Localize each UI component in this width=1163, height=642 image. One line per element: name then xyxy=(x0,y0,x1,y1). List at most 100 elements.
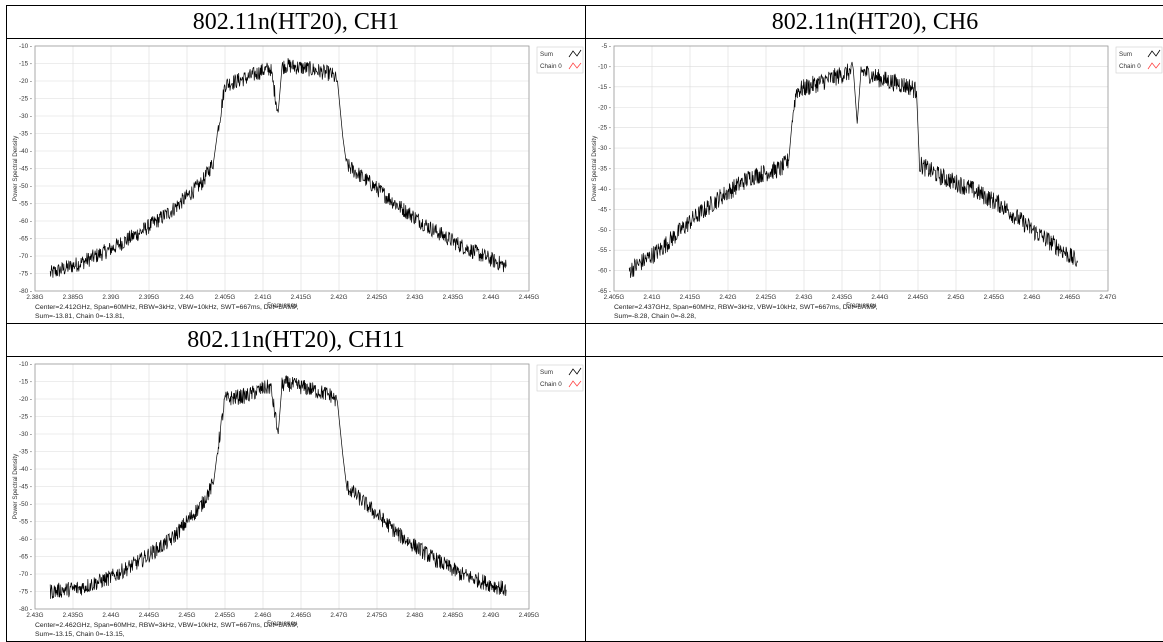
report-table: 802.11n(HT20), CH1 802.11n(HT20), CH6 Ce… xyxy=(6,5,1163,642)
x-tick-label: 2.445G xyxy=(908,294,929,301)
y-tick-label: -80 - xyxy=(19,606,32,613)
x-tick-label: 2.39G xyxy=(102,294,119,301)
x-tick-label: 2.435G xyxy=(443,294,464,301)
x-tick-label: 2.495G xyxy=(519,612,540,619)
x-tick-label: 2.42G xyxy=(719,294,736,301)
y-tick-label: -50 - xyxy=(598,227,611,234)
plot-cell-ch6: Center=2.437GHz, Span=60MHz, RBW=3kHz, V… xyxy=(585,38,1163,324)
x-axis-label: Frequency xyxy=(267,620,298,627)
x-tick-label: 2.49G xyxy=(482,612,499,619)
x-axis-label: Frequency xyxy=(267,302,298,309)
panel-title-ch11: 802.11n(HT20), CH11 xyxy=(6,323,586,357)
series-sum-line xyxy=(628,61,1078,278)
y-tick-label: -20 - xyxy=(19,396,32,403)
x-tick-label: 2.44G xyxy=(102,612,119,619)
y-tick-label: -25 - xyxy=(19,96,32,103)
plot-cell-ch1: Center=2.412GHz, Span=60MHz, RBW=3kHz, V… xyxy=(6,38,586,324)
series-sum-line xyxy=(49,58,507,278)
plot-frame xyxy=(34,45,530,292)
panel-title-ch6: 802.11n(HT20), CH6 xyxy=(585,5,1163,39)
x-tick-label: 2.47G xyxy=(1099,294,1116,301)
x-tick-label: 2.38G xyxy=(26,294,43,301)
y-tick-label: -60 - xyxy=(19,218,32,225)
y-tick-label: -25 - xyxy=(19,414,32,421)
y-tick-label: -45 - xyxy=(19,484,32,491)
x-tick-label: 2.435G xyxy=(832,294,853,301)
chart-info-line2: Sum=-13.81, Chain 0=-13.81, xyxy=(35,313,125,320)
y-axis-label: Power Spectral Density xyxy=(12,453,19,519)
x-tick-label: 2.48G xyxy=(406,612,423,619)
legend-sum-label: Sum xyxy=(540,51,553,58)
y-tick-label: -65 - xyxy=(19,236,32,243)
y-tick-label: -30 - xyxy=(19,431,32,438)
y-tick-label: -35 - xyxy=(19,449,32,456)
legend-chain0-swatch xyxy=(1147,62,1161,70)
x-tick-label: 2.395G xyxy=(139,294,160,301)
legend-chain0-swatch xyxy=(568,62,582,70)
empty-title-cell xyxy=(585,323,1163,357)
x-tick-label: 2.405G xyxy=(604,294,625,301)
y-tick-label: -40 - xyxy=(19,466,32,473)
y-tick-label: -5 - xyxy=(602,43,611,50)
y-tick-label: -35 - xyxy=(19,131,32,138)
chart-info-line1: Center=2.462GHz, Span=60MHz, RBW=3kHz, V… xyxy=(35,622,299,629)
legend-box xyxy=(536,46,584,74)
x-tick-label: 2.455G xyxy=(215,612,236,619)
chart-info-line2: Sum=-13.15, Chain 0=-13.15, xyxy=(35,631,125,638)
psd-chart-ch1: Center=2.412GHz, Span=60MHz, RBW=3kHz, V… xyxy=(12,43,584,320)
y-tick-label: -40 - xyxy=(598,186,611,193)
chart-info-line1: Center=2.437GHz, Span=60MHz, RBW=3kHz, V… xyxy=(614,304,878,311)
x-tick-label: 2.43G xyxy=(795,294,812,301)
x-tick-label: 2.465G xyxy=(1060,294,1081,301)
y-tick-label: -70 - xyxy=(19,253,32,260)
x-tick-label: 2.475G xyxy=(367,612,388,619)
plot-cell-ch11: Center=2.462GHz, Span=60MHz, RBW=3kHz, V… xyxy=(6,356,586,642)
empty-plot-cell xyxy=(585,356,1163,642)
x-tick-label: 2.385G xyxy=(63,294,84,301)
y-tick-label: -15 - xyxy=(19,61,32,68)
x-tick-label: 2.45G xyxy=(947,294,964,301)
x-tick-label: 2.435G xyxy=(63,612,84,619)
y-tick-label: -20 - xyxy=(598,104,611,111)
y-tick-label: -35 - xyxy=(598,166,611,173)
x-tick-label: 2.425G xyxy=(756,294,777,301)
panel-title-ch1: 802.11n(HT20), CH1 xyxy=(6,5,586,39)
y-tick-label: -30 - xyxy=(598,145,611,152)
y-tick-label: -50 - xyxy=(19,183,32,190)
legend-box xyxy=(536,364,584,392)
y-tick-label: -65 - xyxy=(19,554,32,561)
legend-chain0-label: Chain 0 xyxy=(1119,63,1141,70)
x-tick-label: 2.485G xyxy=(443,612,464,619)
legend-chain0-label: Chain 0 xyxy=(540,63,562,70)
x-tick-label: 2.41G xyxy=(643,294,660,301)
x-tick-label: 2.45G xyxy=(178,612,195,619)
y-tick-label: -10 - xyxy=(19,43,32,50)
y-tick-label: -10 - xyxy=(19,361,32,368)
y-tick-label: -40 - xyxy=(19,148,32,155)
y-tick-label: -65 - xyxy=(598,288,611,295)
y-tick-label: -70 - xyxy=(19,571,32,578)
chart-info-line1: Center=2.412GHz, Span=60MHz, RBW=3kHz, V… xyxy=(35,304,299,311)
psd-chart-ch6: Center=2.437GHz, Span=60MHz, RBW=3kHz, V… xyxy=(591,43,1163,320)
series-sum-line xyxy=(49,375,507,599)
plot-frame xyxy=(34,363,530,610)
x-tick-label: 2.44G xyxy=(482,294,499,301)
x-tick-label: 2.4G xyxy=(180,294,194,301)
x-tick-label: 2.445G xyxy=(139,612,160,619)
x-tick-label: 2.455G xyxy=(984,294,1005,301)
x-axis-label: Frequency xyxy=(846,302,877,309)
legend-chain0-label: Chain 0 xyxy=(540,381,562,388)
y-tick-label: -45 - xyxy=(19,166,32,173)
y-tick-label: -55 - xyxy=(598,247,611,254)
x-tick-label: 2.43G xyxy=(406,294,423,301)
y-axis-label: Power Spectral Density xyxy=(591,135,598,201)
x-tick-label: 2.42G xyxy=(330,294,347,301)
y-tick-label: -10 - xyxy=(598,63,611,70)
plot-frame xyxy=(613,45,1109,292)
y-tick-label: -15 - xyxy=(598,84,611,91)
x-tick-label: 2.445G xyxy=(519,294,540,301)
x-tick-label: 2.41G xyxy=(254,294,271,301)
psd-chart-ch11: Center=2.462GHz, Span=60MHz, RBW=3kHz, V… xyxy=(12,361,584,638)
y-axis-label: Power Spectral Density xyxy=(12,135,19,201)
x-tick-label: 2.44G xyxy=(871,294,888,301)
